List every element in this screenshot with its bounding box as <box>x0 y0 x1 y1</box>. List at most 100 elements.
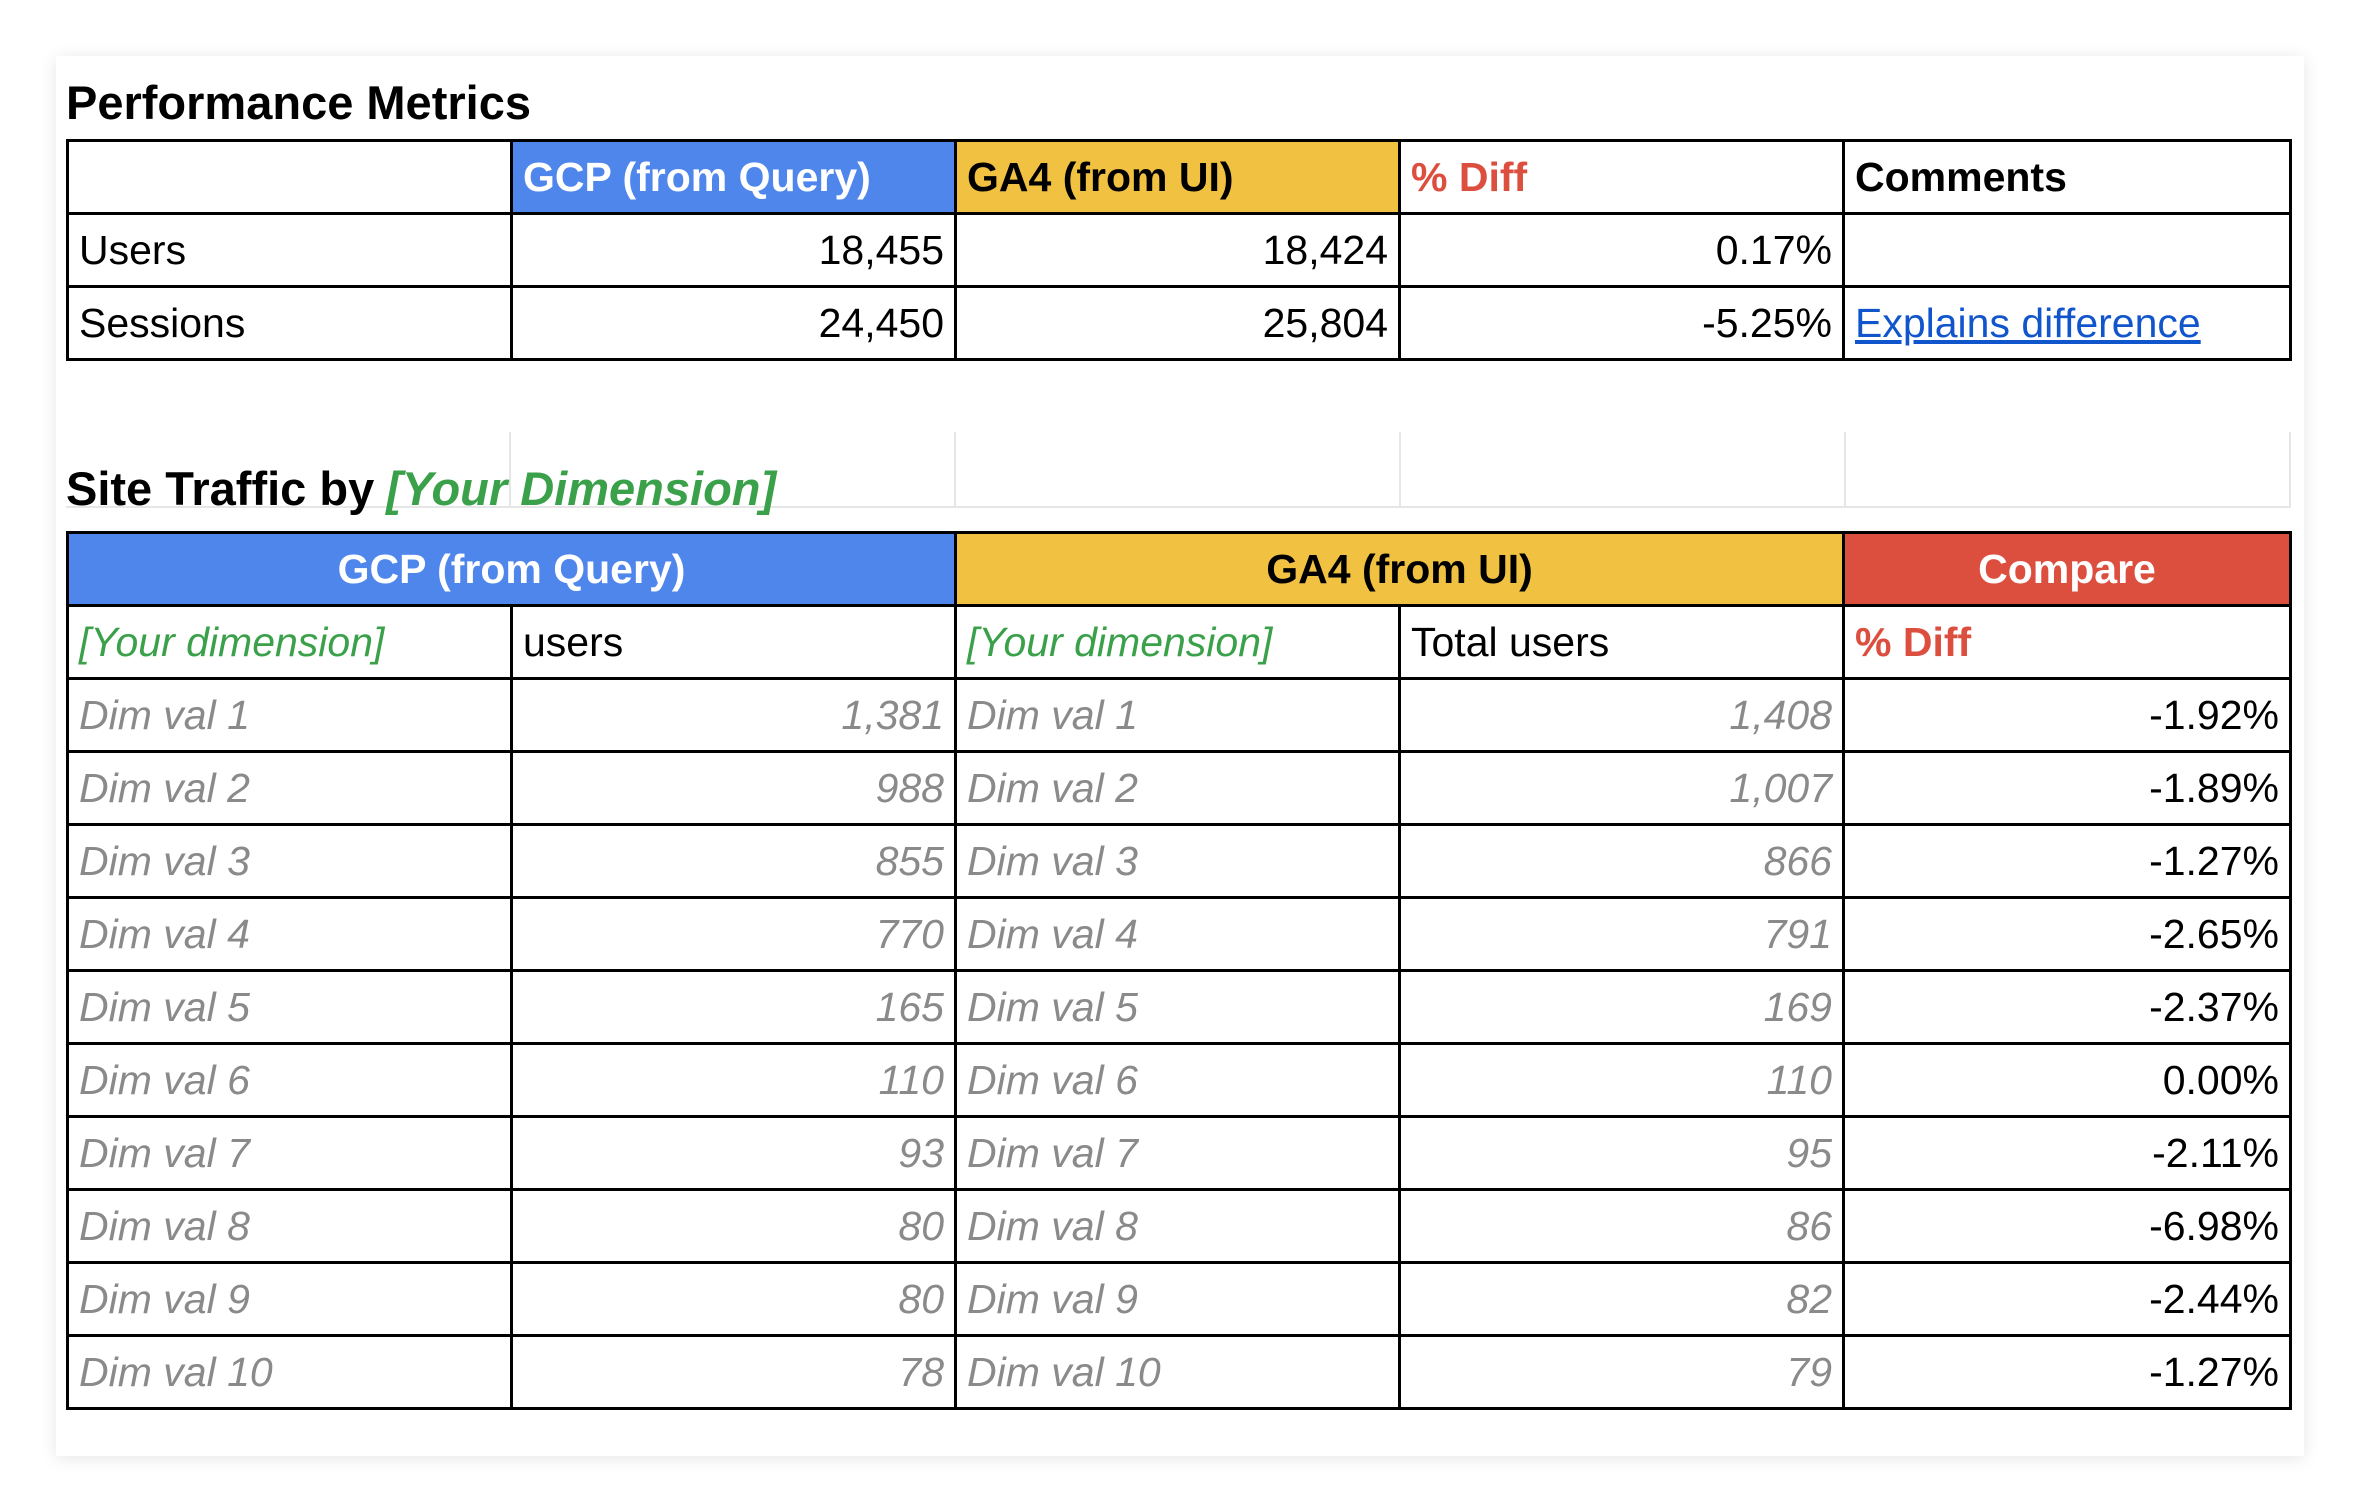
traffic-dimension-title: [Your Dimension] <box>386 461 777 515</box>
empty-cell[interactable] <box>1401 432 1846 508</box>
header-cell-gcp[interactable]: GCP (from Query) <box>510 139 957 215</box>
gcp-dimension-cell[interactable]: Dim val 2 <box>66 750 513 826</box>
gcp-users-cell[interactable]: 770 <box>510 896 957 972</box>
traffic-title-row: Site Traffic by [Your Dimension] <box>66 448 776 528</box>
comment-cell[interactable] <box>1842 212 2292 288</box>
gcp-users-cell[interactable]: 80 <box>510 1261 957 1337</box>
comment-cell[interactable]: Explains difference <box>1842 285 2292 361</box>
spreadsheet: Performance Metrics GCP (from Query) GA4… <box>56 56 2304 1456</box>
empty-cell[interactable] <box>1846 432 2291 508</box>
table-row: Users 18,455 18,424 0.17% <box>66 212 2292 288</box>
sub-header-ga4-users[interactable]: Total users <box>1398 604 1845 680</box>
diff-cell[interactable]: -5.25% <box>1398 285 1845 361</box>
gcp-users-cell[interactable]: 165 <box>510 969 957 1045</box>
gcp-users-cell[interactable]: 855 <box>510 823 957 899</box>
ga4-dimension-cell[interactable]: Dim val 9 <box>954 1261 1401 1337</box>
performance-header-row: GCP (from Query) GA4 (from UI) % Diff Co… <box>66 139 2292 215</box>
traffic-body: Dim val 1 1,381 Dim val 1 1,408 -1.92% Dim va… <box>66 677 2292 1410</box>
header-cell-comments[interactable]: Comments <box>1842 139 2292 215</box>
ga4-users-cell[interactable]: 1,007 <box>1398 750 1845 826</box>
group-header-ga4[interactable]: GA4 (from UI) <box>954 531 1845 607</box>
header-cell-diff[interactable]: % Diff <box>1398 139 1845 215</box>
ga4-users-cell[interactable]: 86 <box>1398 1188 1845 1264</box>
table-row: Sessions 24,450 25,804 -5.25% Explains d… <box>66 285 2292 361</box>
metric-cell[interactable]: Users <box>66 212 513 288</box>
diff-cell[interactable]: -2.65% <box>1842 896 2292 972</box>
diff-cell[interactable]: 0.17% <box>1398 212 1845 288</box>
table-row: Dim val 1 1,381 Dim val 1 1,408 -1.92% <box>66 677 2292 753</box>
performance-table: GCP (from Query) GA4 (from UI) % Diff Co… <box>66 139 2292 361</box>
gcp-dimension-cell[interactable]: Dim val 3 <box>66 823 513 899</box>
ga4-dimension-cell[interactable]: Dim val 8 <box>954 1188 1401 1264</box>
gcp-users-cell[interactable]: 80 <box>510 1188 957 1264</box>
ga4-users-cell[interactable]: 110 <box>1398 1042 1845 1118</box>
traffic-group-header-row: GCP (from Query) GA4 (from UI) Compare <box>66 531 2292 607</box>
diff-cell[interactable]: -2.44% <box>1842 1261 2292 1337</box>
gcp-dimension-cell[interactable]: Dim val 10 <box>66 1334 513 1410</box>
performance-title[interactable]: Performance Metrics <box>66 75 531 129</box>
table-row: Dim val 6 110 Dim val 6 110 0.00% <box>66 1042 2292 1118</box>
gcp-value-cell[interactable]: 18,455 <box>510 212 957 288</box>
ga4-dimension-cell[interactable]: Dim val 10 <box>954 1334 1401 1410</box>
sub-header-gcp-dimension[interactable]: [Your dimension] <box>66 604 513 680</box>
ga4-dimension-cell[interactable]: Dim val 5 <box>954 969 1401 1045</box>
empty-cell[interactable] <box>511 432 956 508</box>
ga4-dimension-cell[interactable]: Dim val 2 <box>954 750 1401 826</box>
gcp-dimension-cell[interactable]: Dim val 1 <box>66 677 513 753</box>
ga4-dimension-cell[interactable]: Dim val 6 <box>954 1042 1401 1118</box>
sub-header-ga4-dimension[interactable]: [Your dimension] <box>954 604 1401 680</box>
ga4-users-cell[interactable]: 95 <box>1398 1115 1845 1191</box>
header-cell-ga4[interactable]: GA4 (from UI) <box>954 139 1401 215</box>
gcp-dimension-cell[interactable]: Dim val 4 <box>66 896 513 972</box>
ga4-users-cell[interactable]: 791 <box>1398 896 1845 972</box>
sub-header-diff[interactable]: % Diff <box>1842 604 2292 680</box>
diff-cell[interactable]: -2.11% <box>1842 1115 2292 1191</box>
diff-cell[interactable]: -1.89% <box>1842 750 2292 826</box>
ga4-dimension-cell[interactable]: Dim val 4 <box>954 896 1401 972</box>
gcp-dimension-cell[interactable]: Dim val 8 <box>66 1188 513 1264</box>
table-row: Dim val 9 80 Dim val 9 82 -2.44% <box>66 1261 2292 1337</box>
traffic-title[interactable]: Site Traffic by <box>66 461 375 515</box>
ga4-users-cell[interactable]: 169 <box>1398 969 1845 1045</box>
table-row: Dim val 2 988 Dim val 2 1,007 -1.89% <box>66 750 2292 826</box>
gcp-dimension-cell[interactable]: Dim val 6 <box>66 1042 513 1118</box>
gcp-dimension-cell[interactable]: Dim val 7 <box>66 1115 513 1191</box>
group-header-compare[interactable]: Compare <box>1842 531 2292 607</box>
diff-cell[interactable]: -1.92% <box>1842 677 2292 753</box>
diff-cell[interactable]: 0.00% <box>1842 1042 2292 1118</box>
gcp-dimension-cell[interactable]: Dim val 5 <box>66 969 513 1045</box>
gcp-value-cell[interactable]: 24,450 <box>510 285 957 361</box>
empty-cell[interactable] <box>66 432 511 508</box>
table-row: Dim val 8 80 Dim val 8 86 -6.98% <box>66 1188 2292 1264</box>
ga4-value-cell[interactable]: 18,424 <box>954 212 1401 288</box>
table-row: Dim val 7 93 Dim val 7 95 -2.11% <box>66 1115 2292 1191</box>
diff-cell[interactable]: -1.27% <box>1842 823 2292 899</box>
header-cell-blank[interactable] <box>66 139 513 215</box>
gcp-users-cell[interactable]: 78 <box>510 1334 957 1410</box>
ga4-users-cell[interactable]: 79 <box>1398 1334 1845 1410</box>
traffic-table: GCP (from Query) GA4 (from UI) Compare [… <box>66 531 2292 1410</box>
table-row: Dim val 4 770 Dim val 4 791 -2.65% <box>66 896 2292 972</box>
ga4-users-cell[interactable]: 866 <box>1398 823 1845 899</box>
diff-cell[interactable]: -1.27% <box>1842 1334 2292 1410</box>
gcp-dimension-cell[interactable]: Dim val 9 <box>66 1261 513 1337</box>
gcp-users-cell[interactable]: 1,381 <box>510 677 957 753</box>
metric-cell[interactable]: Sessions <box>66 285 513 361</box>
gcp-users-cell[interactable]: 93 <box>510 1115 957 1191</box>
ga4-dimension-cell[interactable]: Dim val 1 <box>954 677 1401 753</box>
gcp-users-cell[interactable]: 988 <box>510 750 957 826</box>
ga4-users-cell[interactable]: 82 <box>1398 1261 1845 1337</box>
group-header-gcp[interactable]: GCP (from Query) <box>66 531 957 607</box>
ga4-dimension-cell[interactable]: Dim val 7 <box>954 1115 1401 1191</box>
diff-cell[interactable]: -2.37% <box>1842 969 2292 1045</box>
ga4-dimension-cell[interactable]: Dim val 3 <box>954 823 1401 899</box>
explains-difference-link[interactable]: Explains difference <box>1855 299 2201 346</box>
table-row: Dim val 10 78 Dim val 10 79 -1.27% <box>66 1334 2292 1410</box>
empty-cell[interactable] <box>956 432 1401 508</box>
gcp-users-cell[interactable]: 110 <box>510 1042 957 1118</box>
ga4-users-cell[interactable]: 1,408 <box>1398 677 1845 753</box>
sub-header-gcp-users[interactable]: users <box>510 604 957 680</box>
diff-cell[interactable]: -6.98% <box>1842 1188 2292 1264</box>
performance-title-row: Performance Metrics <box>66 66 531 138</box>
ga4-value-cell[interactable]: 25,804 <box>954 285 1401 361</box>
